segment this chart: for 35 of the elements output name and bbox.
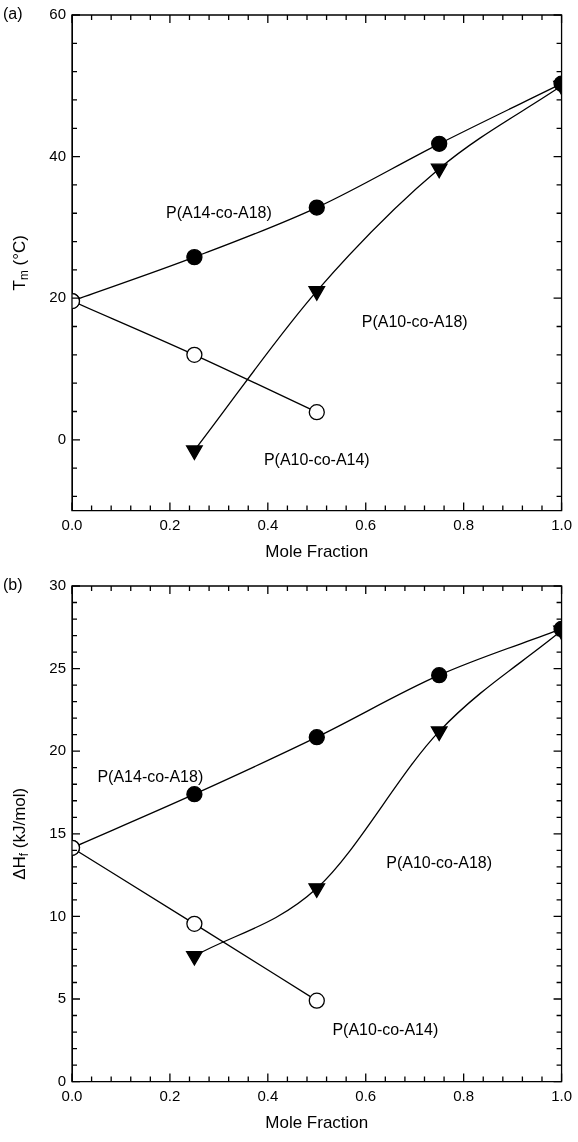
chart-title: (b)	[3, 576, 23, 594]
y-tick-label: 5	[57, 989, 66, 1007]
x-tick-label: 1.0	[551, 1086, 572, 1104]
series-label: P(A10-co-A14)	[332, 1020, 439, 1038]
y-tick-label: 40	[49, 146, 66, 164]
x-tick-label: 0.0	[61, 1086, 83, 1104]
y-tick-label: 20	[49, 741, 66, 759]
x-tick-label: 0.2	[159, 1086, 181, 1104]
y-tick-label: 30	[49, 576, 66, 594]
series-label: P(A14-co-A18)	[97, 768, 204, 786]
y-tick-label: 0	[57, 429, 66, 447]
y-tick-label: 25	[49, 658, 66, 676]
series-label: P(A10-co-A18)	[386, 853, 493, 871]
text: P(A10-co-A18)	[361, 313, 468, 331]
x-tick-label: 0.0	[61, 515, 83, 533]
y-tick-label: 15	[49, 823, 66, 841]
x-tick-label: 0.8	[453, 1086, 475, 1104]
x-tick-label: 0.4	[257, 515, 279, 533]
x-axis-title: Mole Fraction	[265, 542, 369, 562]
x-tick-label: 0.6	[355, 1086, 377, 1104]
x-tick-label: 0.2	[159, 515, 181, 533]
chart-title: (a)	[3, 5, 23, 23]
text: P(A10-co-A14)	[263, 451, 370, 469]
x-tick-label: 0.8	[453, 515, 475, 533]
y-axis-title: ΔHf (kJ/mol)	[9, 787, 32, 880]
y-tick-label: 60	[49, 5, 66, 23]
y-tick-label: 20	[49, 288, 66, 306]
y-axis-title: Tm (°C)	[9, 235, 32, 291]
x-tick-label: 1.0	[551, 515, 572, 533]
y-tick-label: 0	[57, 1071, 66, 1089]
x-axis-title: Mole Fraction	[265, 1113, 369, 1133]
x-tick-label: 0.4	[257, 1086, 279, 1104]
y-tick-label: 10	[49, 906, 66, 924]
x-tick-label: 0.6	[355, 515, 377, 533]
series-label: P(A14-co-A18)	[165, 203, 272, 221]
